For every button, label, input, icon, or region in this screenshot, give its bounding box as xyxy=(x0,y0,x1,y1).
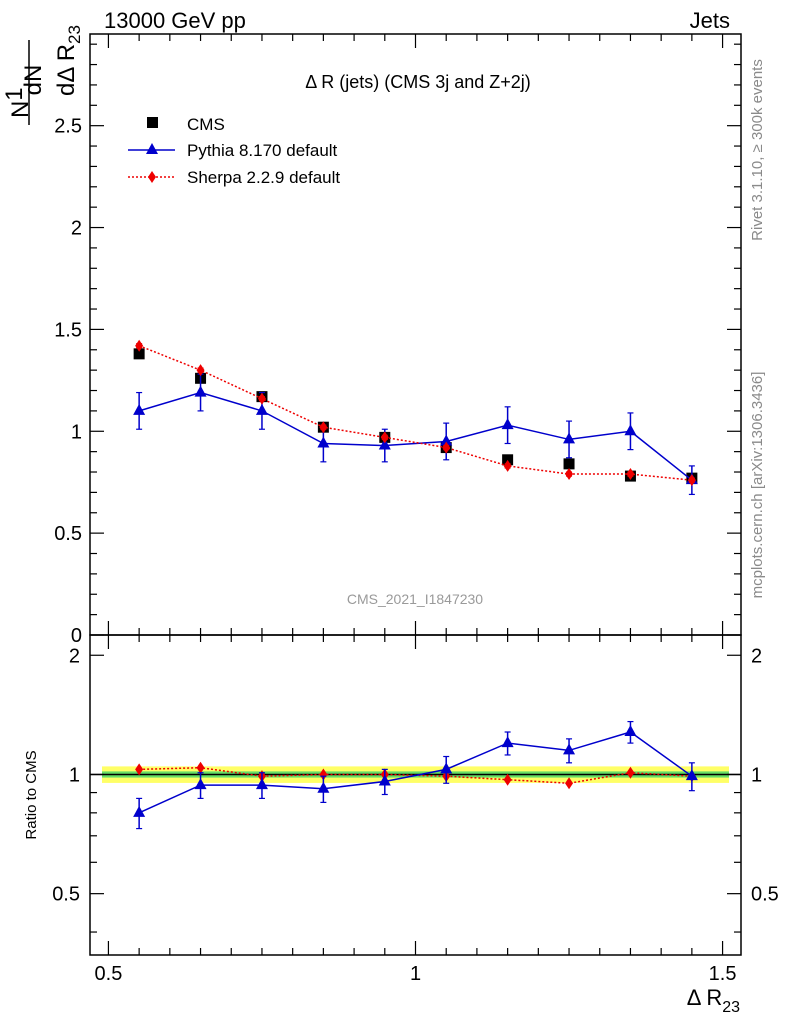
ratio-pythia-point xyxy=(194,778,207,790)
pythia-line xyxy=(138,391,693,481)
ratio-sherpa-point xyxy=(503,773,512,786)
ratio-sherpa-point xyxy=(135,763,144,776)
pythia-point xyxy=(624,424,637,436)
sherpa-point xyxy=(626,468,635,481)
ratio-ytick-label: 0.5 xyxy=(52,884,80,906)
main-ytick-label: 2 xyxy=(71,218,82,240)
ratio-sherpa-point xyxy=(565,777,574,790)
ratio-ytick-labels-right: 0.5 1 2 xyxy=(751,645,779,905)
main-ytick-label: 0.5 xyxy=(54,523,82,545)
ratio-frame xyxy=(89,634,742,956)
cms-point xyxy=(502,454,514,466)
pythia-point xyxy=(255,403,268,415)
sherpa-point xyxy=(135,339,144,352)
ylabel-den: dΔ R23 xyxy=(53,25,84,96)
main-ytick-labels: 0 0.5 1 1.5 2 2.5 xyxy=(54,116,82,647)
chart-title: Δ R (jets) (CMS 3j and Z+2j) xyxy=(305,72,531,92)
ratio-pythia-point xyxy=(624,725,637,737)
ylabel-n: N xyxy=(7,101,34,118)
x-tick-label: 1.5 xyxy=(709,963,737,985)
pythia-point xyxy=(317,436,330,448)
pythia-point xyxy=(194,385,207,397)
cms-point xyxy=(563,458,575,470)
ratio-pythia-point xyxy=(378,774,391,786)
legend: CMS Pythia 8.170 default Sherpa 2.2.9 de… xyxy=(128,115,340,187)
main-ylabel: 1 dN N dΔ R23 xyxy=(1,25,84,125)
ylabel-num: dN xyxy=(20,65,47,96)
ratio-ytick-label: 2 xyxy=(69,645,80,667)
ratio-pythia-point xyxy=(133,805,146,817)
ratio-ytick-label: 1 xyxy=(69,764,80,786)
ratio-ticks xyxy=(90,635,741,955)
analysis-watermark: CMS_2021_I1847230 xyxy=(347,591,483,607)
x-tick-label: 1 xyxy=(410,963,421,985)
ratio-data xyxy=(133,720,698,830)
main-ytick-label: 2.5 xyxy=(54,116,82,138)
sherpa-point xyxy=(319,421,328,434)
main-ytick-label: 1.5 xyxy=(54,319,82,341)
ratio-pythia-point xyxy=(255,778,268,790)
pythia-point xyxy=(378,438,391,450)
x-axis-label: Δ R23 xyxy=(687,985,740,1016)
legend-pythia-label: Pythia 8.170 default xyxy=(187,141,338,160)
pythia-point xyxy=(563,432,576,444)
ratio-pythia-line xyxy=(138,731,693,814)
sherpa-point xyxy=(380,431,389,444)
ratio-ytick-label-right: 2 xyxy=(751,645,762,667)
pythia-point xyxy=(440,434,453,446)
ratio-pythia-point xyxy=(685,769,698,781)
legend-sherpa-marker xyxy=(148,171,156,183)
ratio-sherpa-point xyxy=(319,768,328,781)
ratio-ytick-label-right: 0.5 xyxy=(751,884,779,906)
main-data xyxy=(133,339,698,496)
sherpa-point xyxy=(442,441,451,454)
main-ytick-label: 1 xyxy=(71,421,82,443)
sherpa-point xyxy=(687,474,696,487)
legend-pythia-marker xyxy=(146,143,158,154)
sherpa-point xyxy=(257,392,266,405)
ratio-pythia-point xyxy=(501,736,514,748)
sherpa-point xyxy=(196,364,205,377)
ratio-sherpa-point xyxy=(196,761,205,774)
sherpa-line xyxy=(138,345,692,481)
ratio-ytick-labels: 0.5 1 2 xyxy=(52,645,80,905)
ylabel-one: 1 xyxy=(1,87,28,100)
ratio-ytick-label-right: 1 xyxy=(751,764,762,786)
header-right: Jets xyxy=(690,8,730,33)
legend-cms-marker xyxy=(147,117,158,128)
sherpa-point xyxy=(565,468,574,481)
legend-cms-label: CMS xyxy=(187,115,225,134)
cms-point xyxy=(133,348,145,360)
ratio-ylabel: Ratio to CMS xyxy=(23,750,40,839)
pythia-point xyxy=(133,403,146,415)
main-ytick-label: 0 xyxy=(71,625,82,647)
header-left: 13000 GeV pp xyxy=(104,8,246,33)
ratio-pythia-point xyxy=(440,762,453,774)
mcplots-label: mcplots.cern.ch [arXiv:1306.3436] xyxy=(749,372,766,599)
x-tick-label: 0.5 xyxy=(95,963,123,985)
sherpa-point xyxy=(503,459,512,472)
x-tick-labels: 0.5 1 1.5 xyxy=(95,963,737,985)
pythia-point xyxy=(501,418,514,430)
ratio-pythia-point xyxy=(563,743,576,755)
rivet-label: Rivet 3.1.10, ≥ 300k events xyxy=(749,59,766,241)
ratio-sherpa-point xyxy=(626,766,635,779)
legend-sherpa-label: Sherpa 2.2.9 default xyxy=(187,168,340,187)
ratio-pythia-point xyxy=(317,781,330,793)
